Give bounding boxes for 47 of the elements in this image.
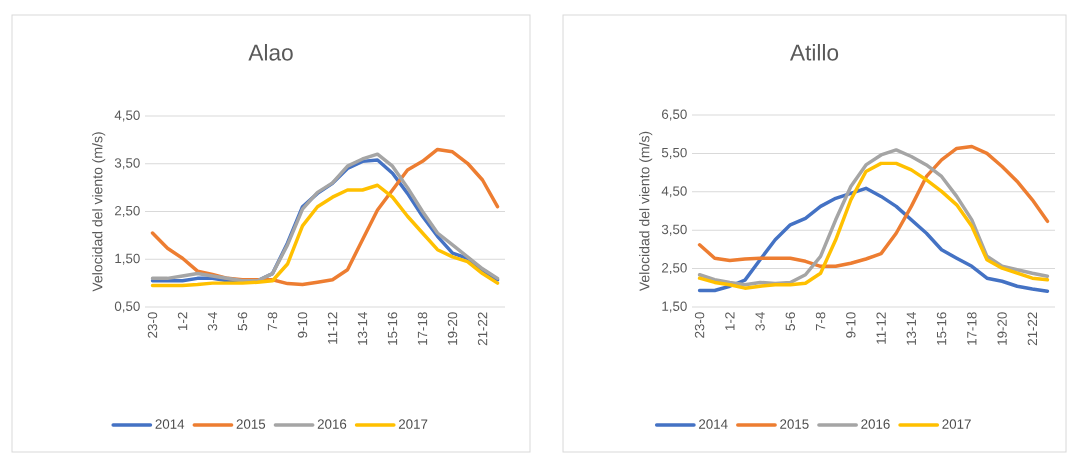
legend-label: 2014	[699, 419, 728, 429]
x-tick-label: 21-22	[1027, 312, 1037, 346]
legend-label: 2017	[942, 419, 971, 429]
x-tick-label: 11-12	[327, 312, 338, 344]
y-tick-label: 1,50	[115, 253, 140, 265]
y-tick-label: 6,50	[662, 109, 687, 121]
x-tick-label: 5-6	[785, 312, 796, 331]
x-tick-label: 15-16	[936, 312, 947, 345]
x-tick-label: 13-14	[357, 312, 368, 345]
y-tick-label: 4,50	[114, 110, 140, 122]
legend-label: 2016	[861, 419, 890, 429]
x-tick-label: 13-14	[906, 312, 917, 345]
x-tick-label: 3-4	[755, 312, 765, 331]
y-tick-label: 4,50	[661, 186, 687, 198]
y-tick-label: 2,50	[662, 263, 687, 275]
x-tick-label: 15-16	[387, 312, 398, 345]
x-tick-label: 17-18	[967, 312, 977, 345]
x-tick-label: 21-22	[477, 312, 488, 346]
x-tick-label: 9-10	[846, 312, 856, 338]
x-tick-label: 3-4	[207, 312, 218, 331]
y-tick-label: 2,50	[115, 205, 140, 218]
x-tick-label: 1-2	[725, 312, 735, 330]
x-tick-label: 23-0	[694, 312, 705, 338]
x-tick-label: 7-8	[267, 312, 278, 331]
x-tick-label: 17-18	[417, 312, 428, 345]
y-tick-label: 0,50	[114, 301, 140, 313]
legend-label: 2016	[317, 419, 347, 429]
x-tick-label: 9-10	[297, 312, 308, 338]
x-tick-label: 19-20	[447, 312, 458, 345]
y-tick-label: 5,50	[661, 147, 687, 159]
legend-label: 2015	[780, 419, 809, 429]
legend-label: 2017	[398, 419, 428, 429]
x-tick-label: 23-0	[147, 312, 158, 338]
x-tick-label: 5-6	[237, 312, 248, 331]
x-tick-label: 11-12	[876, 312, 886, 344]
legend-label: 2015	[236, 419, 266, 429]
x-tick-label: 1-2	[177, 312, 188, 330]
y-tick-label: 3,50	[114, 158, 140, 170]
x-tick-label: 7-8	[815, 312, 826, 331]
x-tick-label: 19-20	[997, 312, 1007, 345]
legend-label: 2014	[155, 419, 185, 429]
chart-title: Alao	[248, 43, 293, 61]
y-tick-label: 3,50	[661, 224, 687, 236]
y-axis-title: Velocidad del viento (m/s)	[639, 131, 653, 292]
y-axis-title: Velocidad del viento (m/s)	[92, 132, 106, 292]
y-tick-label: 1,50	[662, 301, 687, 313]
chart-title: Atillo	[789, 43, 839, 61]
